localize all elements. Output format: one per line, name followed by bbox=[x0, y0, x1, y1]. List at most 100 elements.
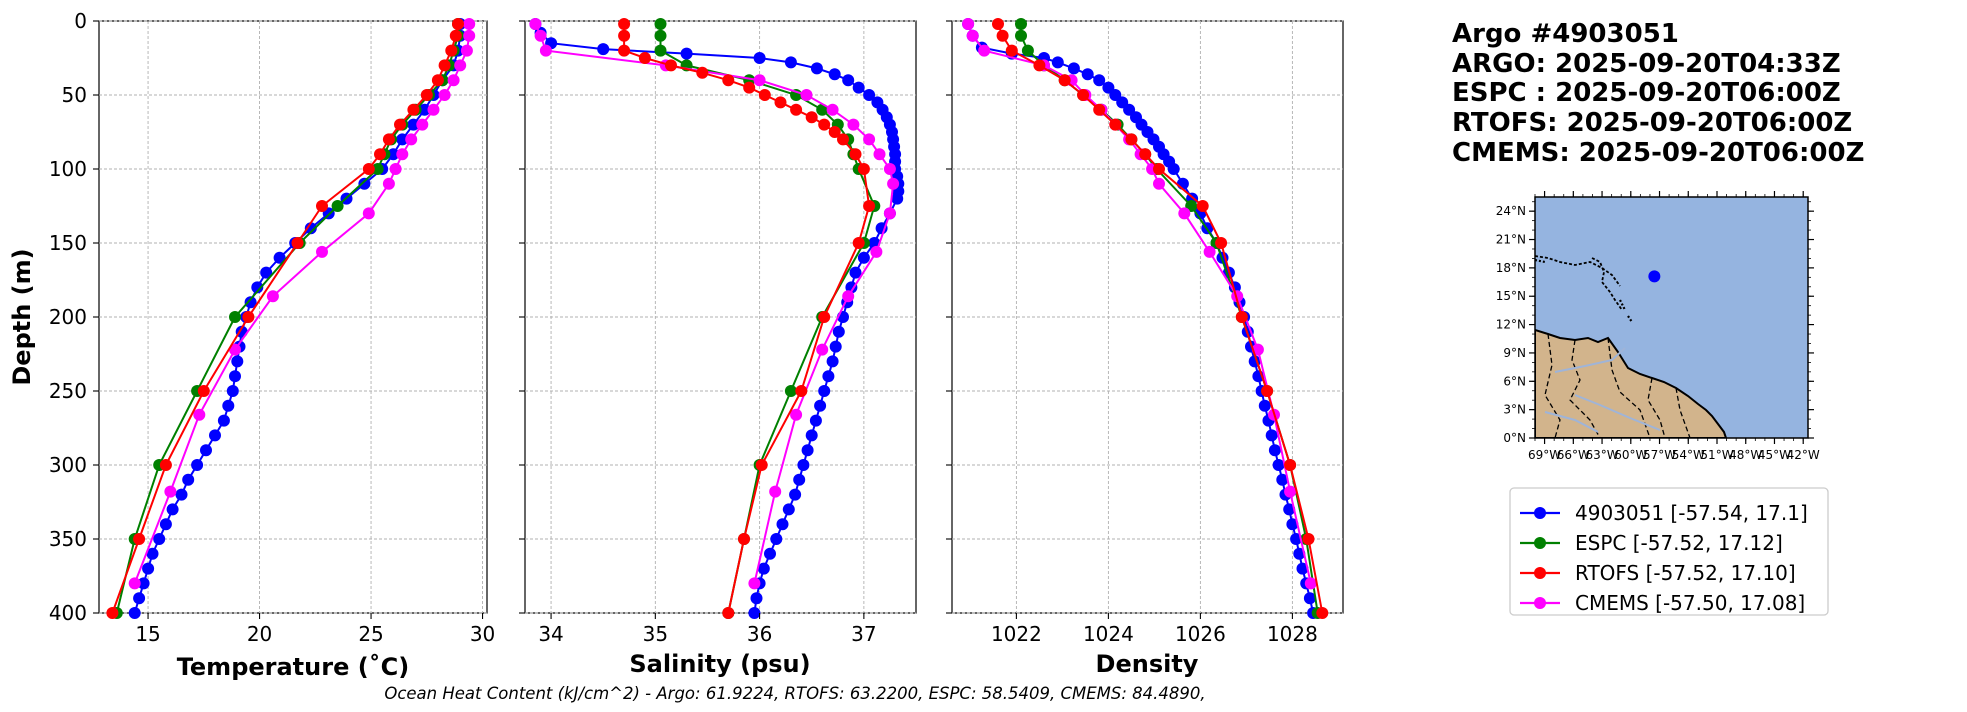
data-point-rtofs bbox=[818, 311, 831, 323]
series-rtofs bbox=[618, 18, 876, 619]
legend: 4903051 [-57.54, 17.1] ESPC [-57.52, 17.1… bbox=[1509, 487, 1829, 616]
data-point-argo bbox=[748, 607, 761, 619]
data-point-argo bbox=[597, 43, 610, 56]
legend-marker bbox=[1534, 597, 1546, 609]
density-series bbox=[962, 18, 1329, 619]
data-point-argo bbox=[842, 74, 855, 87]
data-point-cmems bbox=[887, 177, 900, 190]
data-point-rtofs bbox=[863, 200, 876, 212]
data-point-rtofs bbox=[618, 18, 631, 30]
y-tick-label: 400 bbox=[49, 601, 87, 625]
ohc-caption: Ocean Heat Content (kJ/cm^2) - Argo: 61.… bbox=[384, 684, 1205, 703]
location-map: 24°N 21°N 18°N 15°N 12°N 9°N 6°N 3°N 0°N 69°W66°… bbox=[1496, 191, 1820, 462]
data-point-argo bbox=[159, 518, 172, 531]
data-point-rtofs bbox=[1033, 59, 1046, 72]
data-point-rtofs bbox=[374, 148, 386, 161]
data-point-rtofs bbox=[828, 126, 841, 138]
map-frame bbox=[1534, 196, 1809, 439]
data-point-argo bbox=[753, 52, 766, 64]
data-point-argo bbox=[231, 355, 244, 368]
data-point-espc bbox=[1015, 29, 1027, 42]
data-point-argo bbox=[209, 429, 221, 442]
map-lon-label: 48°W bbox=[1729, 448, 1762, 462]
data-point-cmems bbox=[863, 133, 876, 146]
data-point-cmems bbox=[405, 133, 418, 146]
data-point-rtofs bbox=[197, 385, 210, 397]
data-point-cmems bbox=[438, 89, 451, 101]
data-point-argo bbox=[1167, 163, 1180, 175]
data-point-argo bbox=[128, 607, 141, 619]
data-point-argo bbox=[137, 577, 150, 590]
salinity-grid bbox=[525, 20, 916, 614]
density-y-ticks bbox=[946, 20, 952, 614]
data-point-rtofs bbox=[1196, 200, 1209, 212]
data-point-argo bbox=[358, 177, 371, 190]
legend-label: RTOFS [-57.52, 17.10] bbox=[1575, 561, 1796, 585]
legend-item: 4903051 [-57.54, 17.1] bbox=[1520, 501, 1808, 525]
legend-item: ESPC [-57.52, 17.12] bbox=[1520, 531, 1783, 555]
data-point-cmems bbox=[229, 343, 241, 356]
data-point-cmems bbox=[463, 29, 476, 42]
data-point-argo bbox=[891, 192, 904, 205]
data-point-cmems bbox=[883, 207, 896, 220]
info-argo-number: Argo #4903051 bbox=[1452, 19, 1679, 49]
data-point-espc bbox=[229, 311, 241, 323]
data-point-cmems bbox=[396, 148, 409, 161]
data-point-rtofs bbox=[665, 59, 677, 72]
info-rtofs-time: RTOFS: 2025-09-20T06:00Z bbox=[1452, 108, 1852, 138]
x-tick-label: 15 bbox=[135, 622, 160, 646]
data-point-rtofs bbox=[992, 18, 1004, 30]
data-point-cmems bbox=[447, 74, 460, 87]
data-point-rtofs bbox=[618, 44, 631, 57]
data-point-argo bbox=[770, 533, 783, 545]
map-lat-label: 24°N bbox=[1496, 204, 1526, 218]
data-point-rtofs bbox=[618, 29, 631, 42]
map-lon-label: 63°W bbox=[1585, 448, 1618, 462]
data-point-rtofs bbox=[407, 103, 420, 116]
data-point-cmems bbox=[748, 577, 761, 590]
map-rivers bbox=[1544, 347, 1661, 433]
map-lon-label: 45°W bbox=[1758, 448, 1791, 462]
y-tick-label: 50 bbox=[62, 83, 87, 107]
data-point-rtofs bbox=[722, 74, 735, 87]
info-argo-time: ARGO: 2025-09-20T04:33Z bbox=[1452, 49, 1841, 79]
x-tick-label: 1024 bbox=[1083, 622, 1134, 646]
x-tick-label: 36 bbox=[747, 622, 772, 646]
data-point-rtofs bbox=[1215, 237, 1228, 249]
data-point-argo bbox=[273, 251, 286, 264]
legend-label: 4903051 [-57.54, 17.1] bbox=[1575, 501, 1808, 525]
data-point-rtofs bbox=[1316, 607, 1329, 619]
legend-box bbox=[1509, 487, 1829, 616]
data-point-rtofs bbox=[159, 459, 172, 471]
data-point-rtofs bbox=[722, 607, 735, 619]
data-point-argo bbox=[1296, 562, 1309, 575]
data-point-cmems bbox=[847, 118, 860, 131]
data-point-argo bbox=[782, 503, 795, 516]
data-point-argo bbox=[814, 399, 827, 412]
data-point-argo bbox=[1258, 399, 1271, 412]
data-point-argo bbox=[797, 459, 810, 471]
data-point-argo bbox=[1293, 547, 1306, 560]
density-panel: 1022 1024 1026 1028 Density bbox=[946, 18, 1344, 678]
data-point-rtofs bbox=[449, 29, 462, 42]
data-point-cmems bbox=[966, 29, 979, 42]
data-point-argo bbox=[750, 592, 763, 605]
data-point-rtofs bbox=[1005, 44, 1018, 57]
data-point-argo bbox=[784, 56, 797, 69]
data-point-espc bbox=[331, 200, 344, 212]
data-point-cmems bbox=[769, 485, 782, 498]
temperature-panel: 15 20 25 30 0 50 100 150 200 250 300 350 400 Temper… bbox=[8, 9, 495, 681]
data-point-argo bbox=[1093, 74, 1106, 87]
temperature-axis-label: Temperature (˚C) bbox=[177, 653, 410, 681]
data-point-cmems bbox=[382, 177, 395, 190]
x-tick-label: 1026 bbox=[1175, 622, 1226, 646]
data-point-argo bbox=[153, 533, 166, 545]
map-lon-label: 66°W bbox=[1557, 448, 1590, 462]
data-point-cmems bbox=[870, 245, 883, 258]
salinity-x-ticks: 34 35 36 37 bbox=[538, 613, 877, 646]
data-point-rtofs bbox=[638, 52, 651, 64]
data-point-argo bbox=[1303, 592, 1316, 605]
data-point-argo bbox=[810, 62, 823, 75]
map-lat-label: 21°N bbox=[1496, 233, 1526, 247]
